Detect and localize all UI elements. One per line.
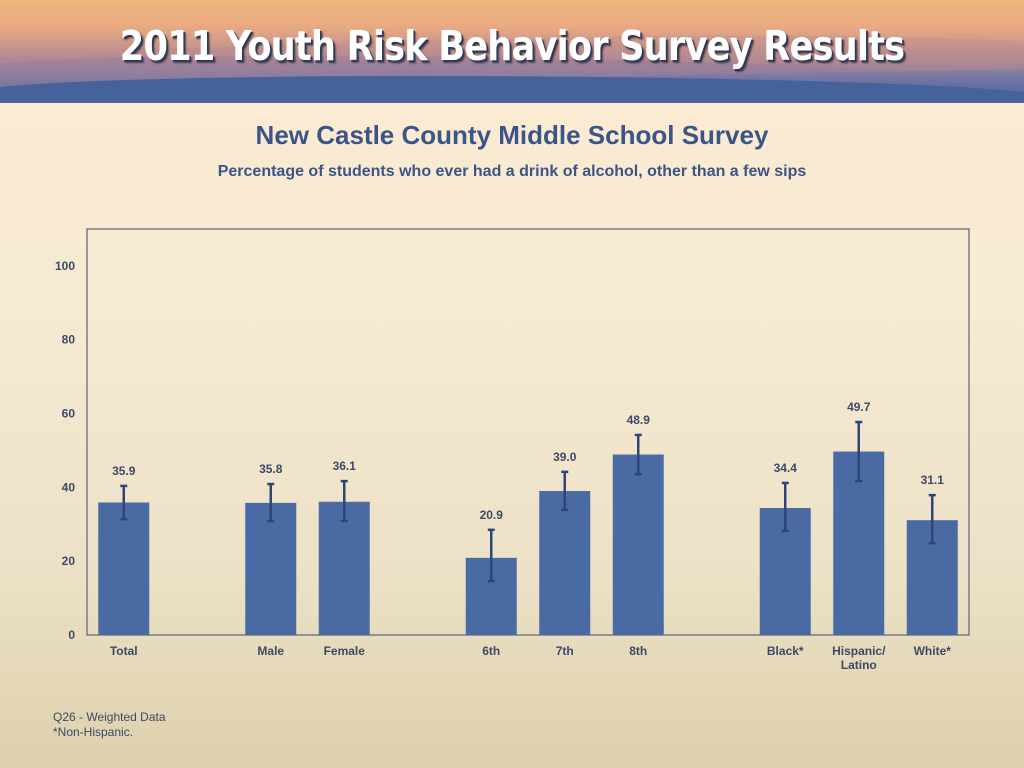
y-tick-label: 60 — [62, 407, 76, 421]
data-label: 39.0 — [553, 450, 577, 464]
x-tick-label: Black* — [767, 644, 804, 658]
y-tick-label: 40 — [62, 480, 76, 494]
x-tick-label: 8th — [629, 644, 647, 658]
y-tick-label: 100 — [55, 259, 75, 273]
footnotes: Q26 - Weighted Data *Non-Hispanic. — [53, 710, 166, 740]
y-tick-label: 0 — [68, 628, 75, 642]
x-tick-label: White* — [914, 644, 952, 658]
x-tick-label: 6th — [482, 644, 500, 658]
bar — [245, 502, 297, 635]
data-label: 20.9 — [480, 508, 504, 522]
bar — [539, 491, 591, 635]
chart-subtitle: Percentage of students who ever had a dr… — [217, 163, 807, 180]
bar — [98, 502, 150, 635]
header-banner: 2011 Youth Risk Behavior Survey Results — [0, 0, 1024, 103]
banner-title: 2011 Youth Risk Behavior Survey Results — [119, 22, 905, 70]
data-label: 35.8 — [259, 462, 283, 476]
y-tick-label: 80 — [62, 333, 76, 347]
data-label: 49.7 — [847, 400, 871, 414]
plot-frame — [86, 228, 970, 636]
data-label: 34.4 — [774, 461, 798, 475]
x-tick-label: Female — [324, 644, 366, 658]
x-tick-label: 7th — [556, 644, 574, 658]
x-tick-label: Latino — [841, 658, 877, 672]
footnote-non-hispanic: *Non-Hispanic. — [53, 725, 134, 739]
chart-title: New Castle County Middle School Survey — [255, 120, 769, 150]
data-label: 35.9 — [112, 464, 136, 478]
footnote-weighted: Q26 - Weighted Data — [53, 710, 166, 724]
x-tick-label: Total — [110, 644, 138, 658]
data-label: 36.1 — [333, 459, 357, 473]
y-tick-label: 20 — [62, 554, 76, 568]
x-tick-label: Male — [257, 644, 284, 658]
data-label: 48.9 — [627, 413, 651, 427]
bar — [318, 501, 370, 635]
x-tick-label: Hispanic/ — [832, 644, 886, 658]
data-label: 31.1 — [921, 473, 945, 487]
bar — [612, 454, 664, 635]
